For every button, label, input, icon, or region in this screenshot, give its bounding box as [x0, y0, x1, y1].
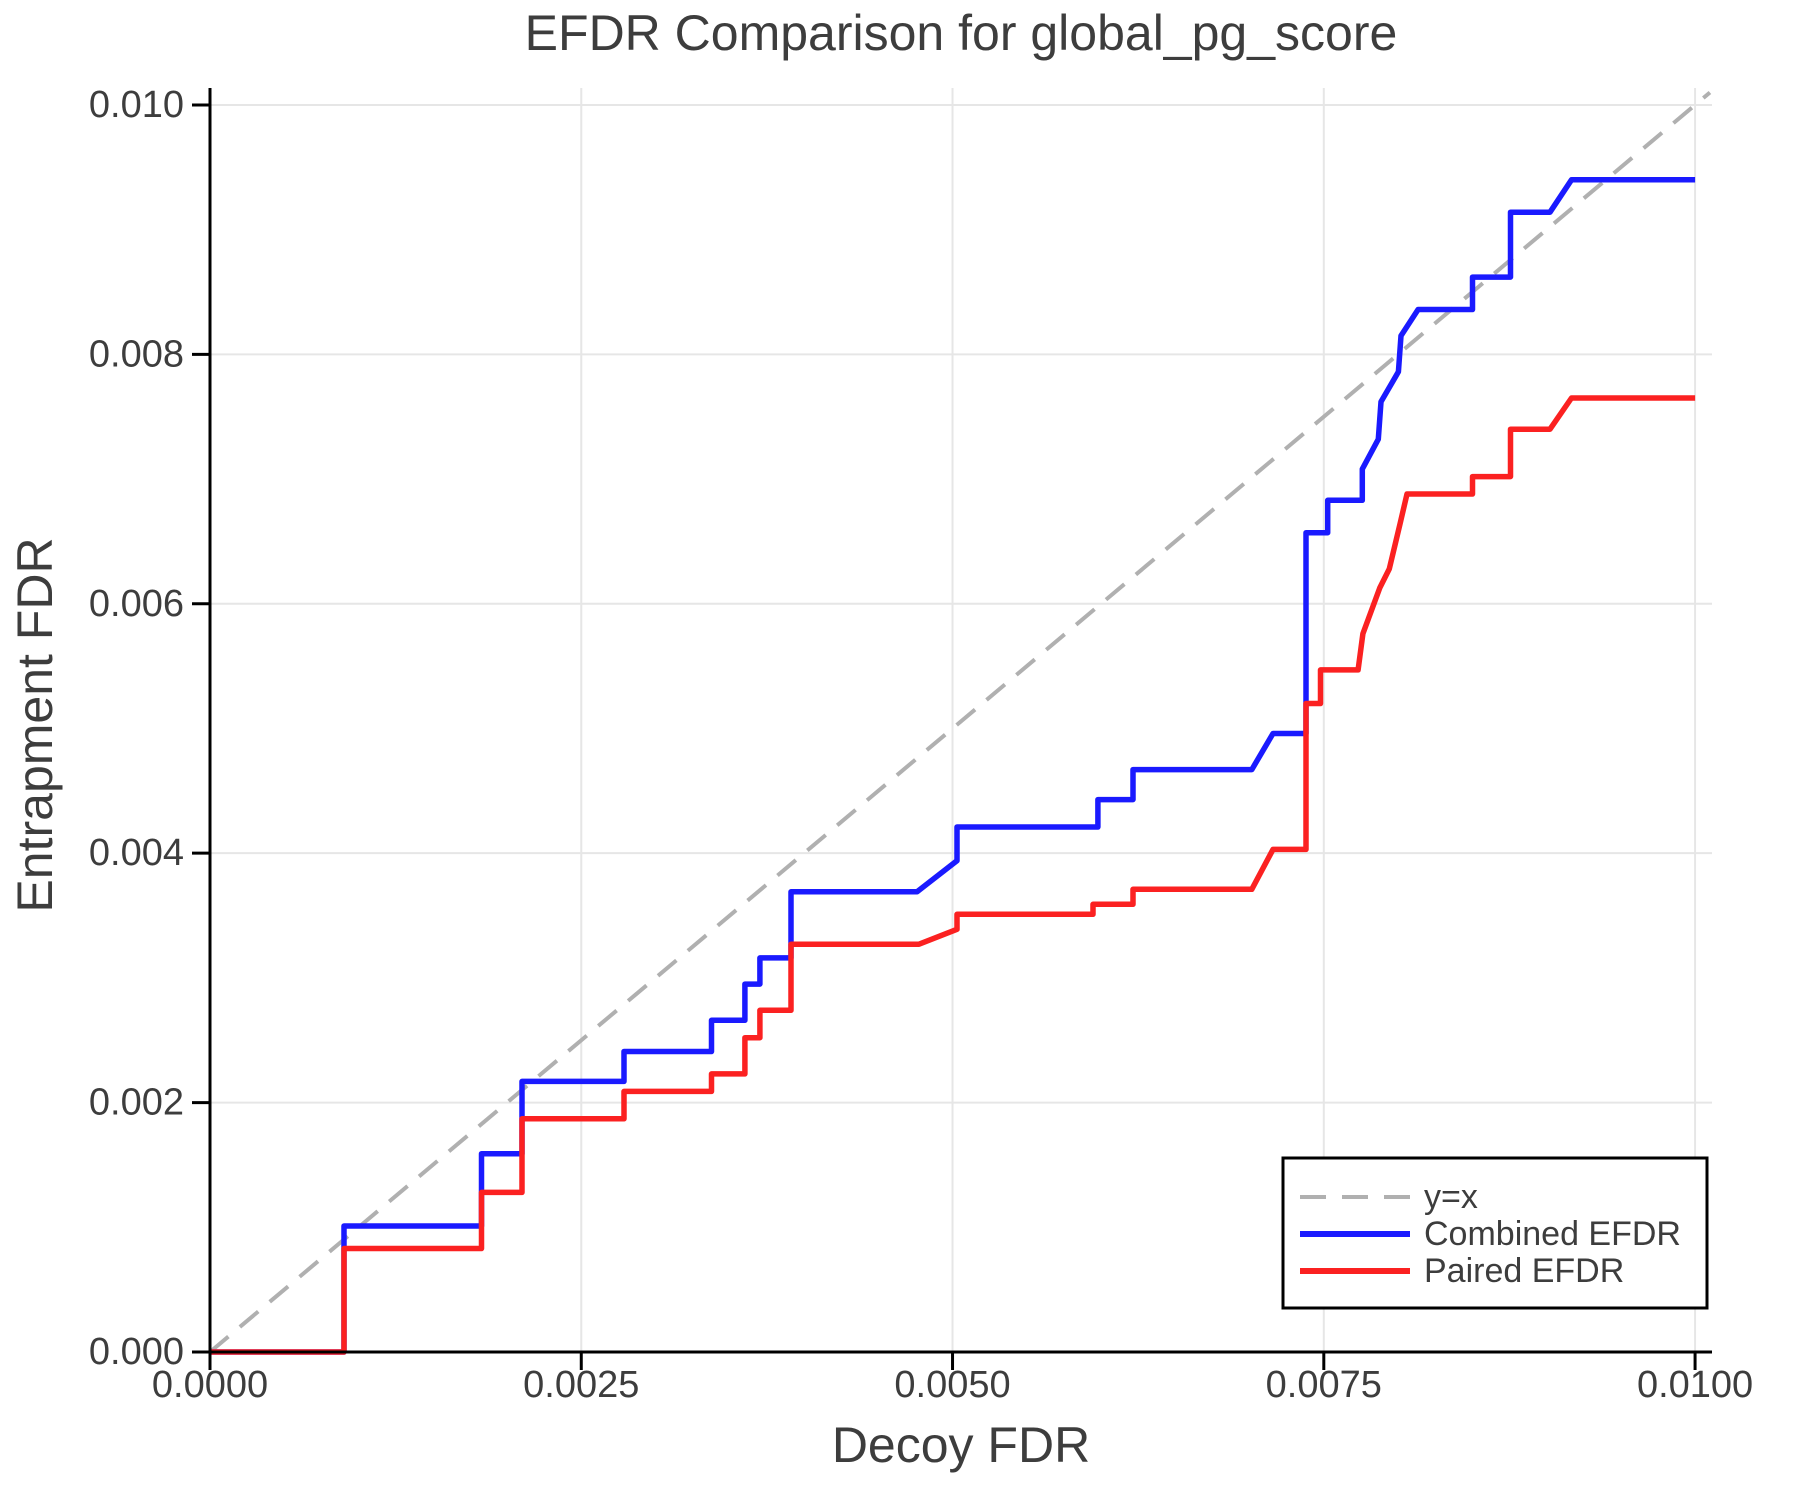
- legend-label-identity: y=x: [1424, 1178, 1478, 1216]
- legend-label-combined: Combined EFDR: [1424, 1215, 1681, 1253]
- paired-efdr-line: [210, 395, 1696, 1355]
- y-tick-label: 0.006: [89, 583, 184, 625]
- y-tick-label: 0.004: [89, 832, 184, 874]
- x-tick-label: 0.0100: [1637, 1364, 1753, 1406]
- x-tick-label: 0.0000: [152, 1364, 268, 1406]
- y-axis-label: Entrapment FDR: [7, 537, 63, 912]
- legend-entry-combined: Combined EFDR: [1300, 1215, 1681, 1253]
- data-layer: [208, 90, 1712, 1355]
- legend-label-paired: Paired EFDR: [1424, 1252, 1624, 1290]
- legend-entry-identity: y=x: [1300, 1178, 1478, 1216]
- x-axis-label: Decoy FDR: [832, 1417, 1090, 1473]
- x-tick-label: 0.0075: [1266, 1364, 1382, 1406]
- y-tick-label: 0.010: [89, 84, 184, 126]
- chart-title: EFDR Comparison for global_pg_score: [525, 5, 1398, 61]
- y-tick-label: 0.002: [89, 1082, 184, 1124]
- legend-entry-paired: Paired EFDR: [1300, 1252, 1624, 1290]
- y-tick-label: 0.008: [89, 333, 184, 375]
- tick-label-layer: 0.0000 0.0025 0.0050 0.0075 0.0100 0.000 0.002…: [89, 84, 1753, 1406]
- axes-layer: [192, 88, 1712, 1370]
- grid-layer: [210, 88, 1712, 1352]
- x-tick-label: 0.0050: [894, 1364, 1010, 1406]
- y-tick-label: 0.000: [89, 1331, 184, 1373]
- legend: y=x Combined EFDR Paired EFDR: [1281, 1156, 1709, 1310]
- identity-line: [208, 90, 1712, 1354]
- x-tick-label: 0.0025: [523, 1364, 639, 1406]
- combined-efdr-line: [210, 177, 1696, 1355]
